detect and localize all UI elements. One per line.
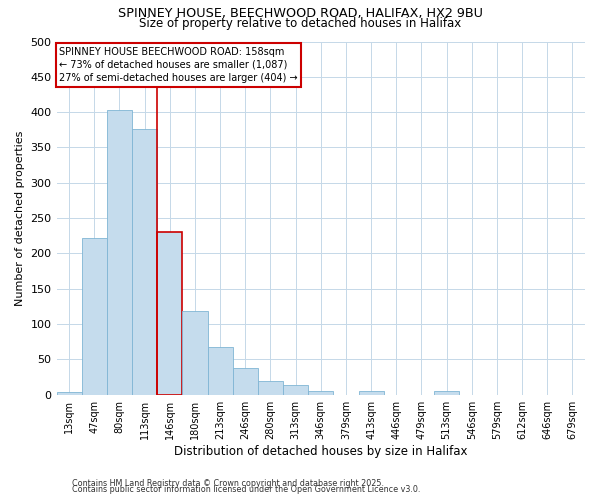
Bar xyxy=(56,392,82,394)
Bar xyxy=(157,232,182,394)
Bar xyxy=(359,391,383,394)
Bar xyxy=(208,348,233,395)
Text: Size of property relative to detached houses in Halifax: Size of property relative to detached ho… xyxy=(139,17,461,30)
Bar xyxy=(233,368,258,394)
Bar xyxy=(107,110,132,395)
Text: SPINNEY HOUSE, BEECHWOOD ROAD, HALIFAX, HX2 9BU: SPINNEY HOUSE, BEECHWOOD ROAD, HALIFAX, … xyxy=(118,8,482,20)
Bar xyxy=(132,129,157,394)
Text: Contains HM Land Registry data © Crown copyright and database right 2025.: Contains HM Land Registry data © Crown c… xyxy=(72,478,384,488)
Bar xyxy=(308,391,334,394)
Bar xyxy=(82,238,107,394)
Y-axis label: Number of detached properties: Number of detached properties xyxy=(15,130,25,306)
Bar xyxy=(182,310,208,394)
Text: SPINNEY HOUSE BEECHWOOD ROAD: 158sqm
← 73% of detached houses are smaller (1,087: SPINNEY HOUSE BEECHWOOD ROAD: 158sqm ← 7… xyxy=(59,47,298,83)
Bar xyxy=(258,382,283,394)
Bar xyxy=(283,385,308,394)
X-axis label: Distribution of detached houses by size in Halifax: Distribution of detached houses by size … xyxy=(174,444,467,458)
Bar xyxy=(434,391,459,394)
Text: Contains public sector information licensed under the Open Government Licence v3: Contains public sector information licen… xyxy=(72,485,421,494)
